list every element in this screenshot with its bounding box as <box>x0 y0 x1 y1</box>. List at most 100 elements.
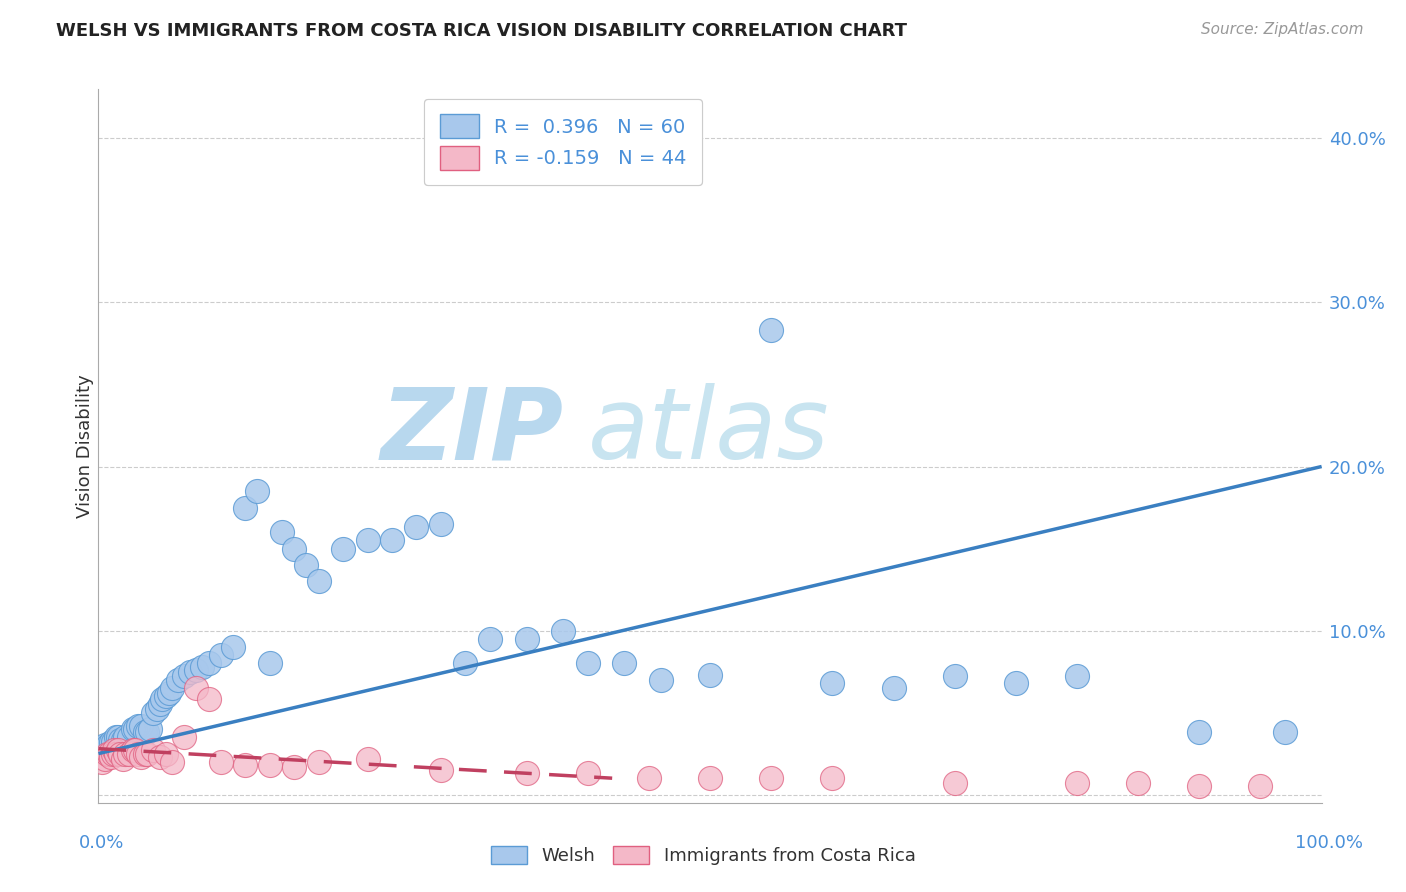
Point <box>943 669 966 683</box>
Point <box>761 323 783 337</box>
Point <box>308 574 330 589</box>
Point <box>332 541 354 556</box>
Point <box>1274 725 1296 739</box>
Point <box>160 681 183 695</box>
Point <box>1128 776 1150 790</box>
Point <box>101 747 124 761</box>
Point <box>283 760 305 774</box>
Point <box>107 743 129 757</box>
Point <box>98 747 121 761</box>
Point <box>139 722 162 736</box>
Point <box>134 747 156 761</box>
Point <box>186 681 208 695</box>
Point <box>246 484 269 499</box>
Text: atlas: atlas <box>588 384 830 480</box>
Point <box>259 758 281 772</box>
Point <box>430 763 453 777</box>
Point <box>515 632 537 646</box>
Point <box>121 722 143 736</box>
Point <box>699 771 721 785</box>
Text: 0.0%: 0.0% <box>79 834 124 852</box>
Point <box>111 733 134 747</box>
Point <box>100 750 122 764</box>
Point <box>118 730 141 744</box>
Point <box>943 776 966 790</box>
Point <box>149 698 172 712</box>
Point <box>308 755 330 769</box>
Point <box>1066 669 1088 683</box>
Point <box>93 751 115 765</box>
Point <box>118 747 141 761</box>
Point <box>356 751 378 765</box>
Point <box>761 771 783 785</box>
Point <box>821 676 844 690</box>
Point <box>191 659 214 673</box>
Point <box>110 747 132 761</box>
Text: 100.0%: 100.0% <box>1295 834 1362 852</box>
Point <box>110 733 132 747</box>
Point <box>233 500 256 515</box>
Point <box>136 747 159 761</box>
Text: Source: ZipAtlas.com: Source: ZipAtlas.com <box>1201 22 1364 37</box>
Point <box>155 689 177 703</box>
Point <box>454 657 477 671</box>
Point <box>613 657 636 671</box>
Point <box>1188 725 1211 739</box>
Point <box>259 657 281 671</box>
Point <box>104 747 127 761</box>
Point <box>222 640 245 654</box>
Point <box>155 747 177 761</box>
Y-axis label: Vision Disability: Vision Disability <box>76 374 94 518</box>
Legend: Welsh, Immigrants from Costa Rica: Welsh, Immigrants from Costa Rica <box>482 837 924 874</box>
Point <box>883 681 905 695</box>
Point <box>197 657 219 671</box>
Point <box>270 525 294 540</box>
Point <box>129 750 152 764</box>
Point <box>167 673 190 687</box>
Point <box>478 632 501 646</box>
Point <box>1066 776 1088 790</box>
Point <box>93 739 115 753</box>
Point <box>295 558 318 572</box>
Point <box>124 722 146 736</box>
Point <box>650 673 672 687</box>
Point <box>1004 676 1026 690</box>
Point <box>197 692 219 706</box>
Point <box>104 730 127 744</box>
Point <box>576 657 599 671</box>
Point <box>173 730 195 744</box>
Point <box>356 533 378 548</box>
Point <box>157 686 180 700</box>
Legend: R =  0.396   N = 60, R = -0.159   N = 44: R = 0.396 N = 60, R = -0.159 N = 44 <box>425 99 702 186</box>
Point <box>121 743 143 757</box>
Point <box>1188 780 1211 794</box>
Point <box>114 747 136 761</box>
Point <box>134 725 156 739</box>
Point <box>91 755 114 769</box>
Point <box>186 663 208 677</box>
Point <box>100 735 122 749</box>
Point <box>136 725 159 739</box>
Point <box>150 692 173 706</box>
Point <box>114 730 136 744</box>
Point <box>821 771 844 785</box>
Point <box>97 739 120 753</box>
Point <box>381 533 404 548</box>
Point <box>699 668 721 682</box>
Point <box>430 516 453 531</box>
Point <box>146 702 169 716</box>
Point <box>124 743 146 757</box>
Point <box>637 771 661 785</box>
Text: WELSH VS IMMIGRANTS FROM COSTA RICA VISION DISABILITY CORRELATION CHART: WELSH VS IMMIGRANTS FROM COSTA RICA VISI… <box>56 22 907 40</box>
Point <box>209 648 232 662</box>
Point <box>142 706 165 720</box>
Point <box>173 669 195 683</box>
Point <box>283 541 305 556</box>
Point <box>515 766 537 780</box>
Point <box>142 743 165 757</box>
Point <box>111 751 134 765</box>
Point <box>129 719 152 733</box>
Point <box>160 755 183 769</box>
Point <box>127 719 149 733</box>
Point <box>127 747 149 761</box>
